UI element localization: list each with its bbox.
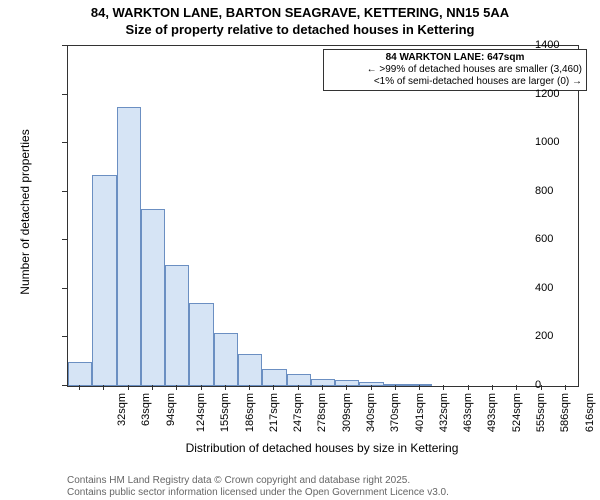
ytick-mark bbox=[62, 191, 67, 192]
xtick-mark bbox=[468, 385, 469, 390]
histogram-bar bbox=[408, 384, 432, 386]
xtick-label: 463sqm bbox=[462, 393, 474, 432]
xtick-mark bbox=[128, 385, 129, 390]
chart-title-1: 84, WARKTON LANE, BARTON SEAGRAVE, KETTE… bbox=[0, 5, 600, 20]
histogram-bar bbox=[68, 362, 92, 386]
xtick-mark bbox=[371, 385, 372, 390]
xtick-mark bbox=[443, 385, 444, 390]
histogram-bar bbox=[141, 209, 165, 386]
histogram-bar bbox=[165, 265, 189, 386]
xtick-mark bbox=[346, 385, 347, 390]
ytick-mark bbox=[62, 385, 67, 386]
xtick-mark bbox=[176, 385, 177, 390]
xtick-mark bbox=[516, 385, 517, 390]
xtick-mark bbox=[395, 385, 396, 390]
histogram-bar bbox=[335, 380, 359, 386]
xtick-mark bbox=[152, 385, 153, 390]
ytick-mark bbox=[62, 94, 67, 95]
xtick-label: 401sqm bbox=[414, 393, 426, 432]
ytick-mark bbox=[62, 288, 67, 289]
histogram-bar bbox=[189, 303, 213, 386]
xtick-label: 186sqm bbox=[244, 393, 256, 432]
xtick-label: 32sqm bbox=[116, 393, 128, 426]
ytick-label: 200 bbox=[535, 330, 596, 342]
xtick-label: 370sqm bbox=[389, 393, 401, 432]
xtick-label: 124sqm bbox=[195, 393, 207, 432]
plot-area bbox=[67, 45, 579, 387]
ytick-mark bbox=[62, 336, 67, 337]
ytick-label: 1200 bbox=[535, 88, 596, 100]
xtick-mark bbox=[79, 385, 80, 390]
attribution-line2: Contains public sector information licen… bbox=[67, 487, 449, 499]
xtick-label: 524sqm bbox=[511, 393, 523, 432]
attribution-line1: Contains HM Land Registry data © Crown c… bbox=[67, 475, 449, 487]
annotation-title: 84 WARKTON LANE: 647sqm bbox=[328, 52, 582, 64]
ytick-label: 1400 bbox=[535, 39, 596, 51]
ytick-label: 800 bbox=[535, 185, 596, 197]
annotation-smaller: ← >99% of detached houses are smaller (3… bbox=[328, 64, 582, 76]
ytick-mark bbox=[62, 45, 67, 46]
xtick-mark bbox=[419, 385, 420, 390]
y-axis-label: Number of detached properties bbox=[18, 112, 32, 312]
attribution-text: Contains HM Land Registry data © Crown c… bbox=[67, 475, 449, 499]
histogram-bar bbox=[262, 369, 286, 386]
xtick-label: 278sqm bbox=[317, 393, 329, 432]
chart-title-2: Size of property relative to detached ho… bbox=[0, 22, 600, 37]
xtick-label: 432sqm bbox=[438, 393, 450, 432]
chart-container: 84, WARKTON LANE, BARTON SEAGRAVE, KETTE… bbox=[0, 0, 600, 500]
ytick-mark bbox=[62, 239, 67, 240]
xtick-label: 340sqm bbox=[365, 393, 377, 432]
xtick-label: 586sqm bbox=[559, 393, 571, 432]
ytick-mark bbox=[62, 142, 67, 143]
x-axis-label: Distribution of detached houses by size … bbox=[67, 441, 577, 455]
xtick-mark bbox=[565, 385, 566, 390]
histogram-bar bbox=[214, 333, 238, 386]
xtick-label: 94sqm bbox=[165, 393, 177, 426]
xtick-mark bbox=[273, 385, 274, 390]
ytick-label: 600 bbox=[535, 233, 596, 245]
xtick-label: 616sqm bbox=[584, 393, 596, 432]
histogram-bar bbox=[238, 354, 262, 386]
annotation-box: 84 WARKTON LANE: 647sqm ← >99% of detach… bbox=[323, 49, 587, 91]
histogram-bar bbox=[117, 107, 141, 386]
xtick-mark bbox=[249, 385, 250, 390]
histogram-bar bbox=[92, 175, 116, 386]
xtick-mark bbox=[492, 385, 493, 390]
xtick-label: 217sqm bbox=[268, 393, 280, 432]
histogram-bar bbox=[287, 374, 311, 386]
xtick-mark bbox=[225, 385, 226, 390]
ytick-label: 400 bbox=[535, 282, 596, 294]
annotation-larger: <1% of semi-detached houses are larger (… bbox=[328, 76, 582, 88]
xtick-mark bbox=[201, 385, 202, 390]
ytick-label: 1000 bbox=[535, 136, 596, 148]
xtick-mark bbox=[298, 385, 299, 390]
histogram-bar bbox=[359, 382, 383, 386]
xtick-mark bbox=[103, 385, 104, 390]
xtick-mark bbox=[541, 385, 542, 390]
xtick-label: 493sqm bbox=[487, 393, 499, 432]
histogram-bar bbox=[384, 384, 408, 386]
xtick-label: 155sqm bbox=[219, 393, 231, 432]
xtick-label: 309sqm bbox=[341, 393, 353, 432]
xtick-label: 247sqm bbox=[292, 393, 304, 432]
xtick-label: 63sqm bbox=[140, 393, 152, 426]
xtick-mark bbox=[322, 385, 323, 390]
xtick-label: 555sqm bbox=[535, 393, 547, 432]
